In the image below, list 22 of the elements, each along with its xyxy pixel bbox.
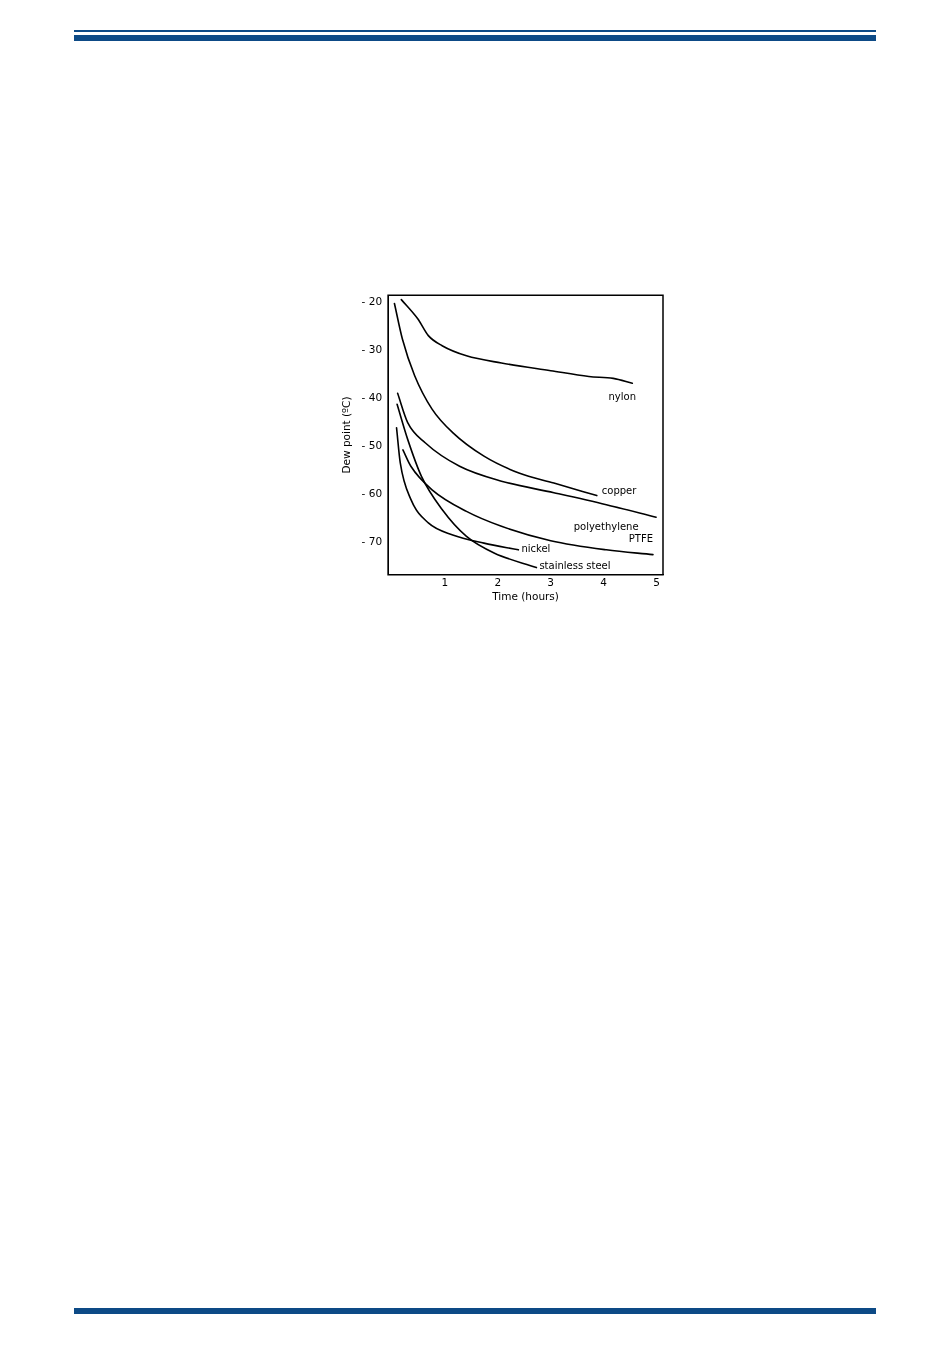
y-axis-title: Dew point (ºC) <box>340 396 353 474</box>
series-label: stainless steel <box>539 560 611 572</box>
x-axis-title: Time (hours) <box>491 590 559 603</box>
series-label: PTFE <box>628 533 654 545</box>
line-series <box>400 298 634 384</box>
y-tick-label: - 50 <box>361 438 383 451</box>
series-label: nickel <box>521 543 551 555</box>
series-label: nylon <box>608 390 637 402</box>
line-series <box>393 302 598 497</box>
y-tick-label: - 30 <box>361 342 383 355</box>
x-tick-label: 4 <box>600 575 608 588</box>
y-tick-label: - 70 <box>361 534 383 547</box>
series-label: polyethylene <box>573 520 639 532</box>
y-tick-label: - 40 <box>361 390 383 403</box>
y-tick-label: - 20 <box>361 294 383 307</box>
x-tick-label: 3 <box>547 575 555 588</box>
line-series <box>396 392 657 518</box>
series-label: copper <box>601 485 638 497</box>
y-tick-label: - 60 <box>361 486 383 499</box>
x-tick-label: 2 <box>494 575 502 588</box>
x-tick-label: 1 <box>441 575 449 588</box>
x-tick-label: 5 <box>653 575 660 588</box>
